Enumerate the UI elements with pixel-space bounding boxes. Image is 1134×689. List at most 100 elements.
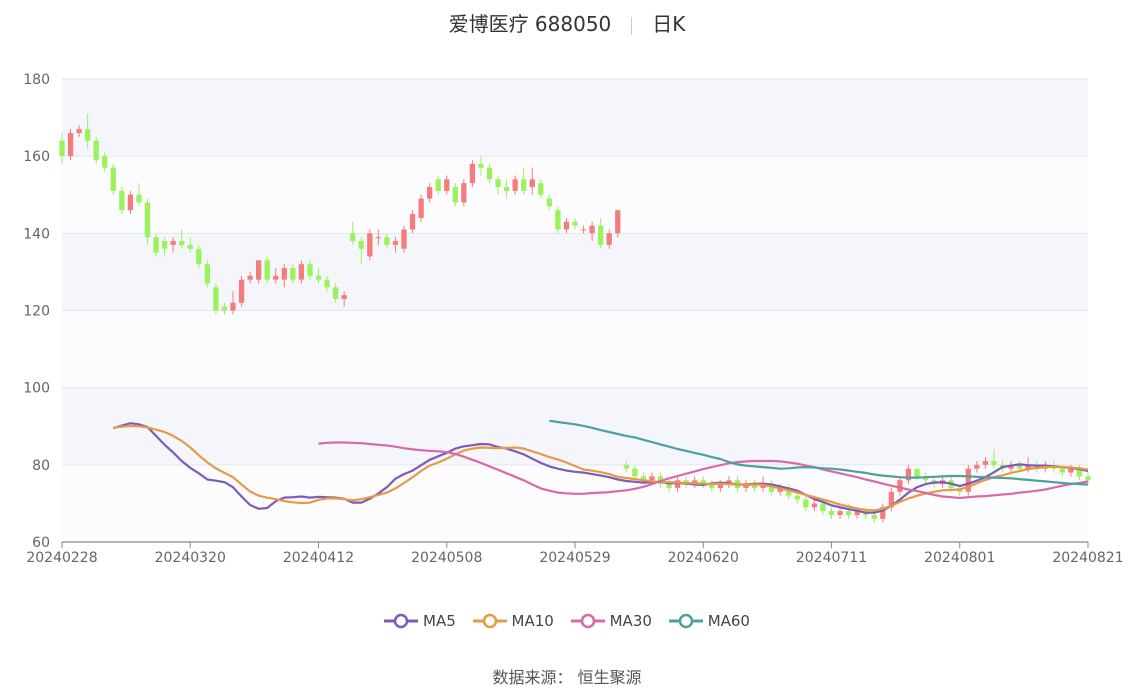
- candle-body: [751, 484, 758, 488]
- candle-body: [521, 179, 527, 191]
- candle-body: [888, 491, 895, 508]
- candle-body: [666, 484, 672, 488]
- legend-item-ma60[interactable]: MA60: [668, 612, 750, 630]
- candle-body: [469, 163, 476, 184]
- x-tick-label: 20240529: [539, 550, 610, 566]
- candle-body: [435, 179, 441, 191]
- candle-body: [478, 163, 484, 168]
- candle-body: [1008, 464, 1014, 469]
- candle-body: [255, 260, 262, 280]
- candle-body: [743, 484, 749, 488]
- candle-body: [786, 487, 792, 496]
- candle-body: [84, 129, 91, 141]
- candle-body: [358, 241, 364, 249]
- x-tick-label: 20240320: [155, 550, 226, 566]
- x-tick-label: 20240508: [411, 550, 482, 566]
- candle-body: [854, 511, 860, 515]
- candle-body: [332, 287, 339, 299]
- candle-body: [273, 275, 279, 280]
- candle-body: [59, 140, 65, 157]
- candle-body: [196, 248, 202, 265]
- candle-body: [452, 187, 458, 203]
- candle-body: [375, 237, 382, 239]
- candle-body: [350, 233, 356, 242]
- candle-body: [67, 133, 74, 157]
- candle-body: [264, 260, 270, 280]
- plot-band: [62, 79, 1088, 157]
- candle-body: [760, 484, 766, 488]
- candle-body: [615, 210, 621, 234]
- candle-body: [828, 511, 835, 515]
- candle-body: [572, 221, 578, 226]
- candle-body: [1085, 476, 1091, 481]
- x-tick-label: 20240801: [924, 550, 995, 566]
- candle-body: [409, 214, 416, 230]
- candle-body: [692, 480, 698, 485]
- candle-body: [461, 183, 467, 203]
- candle-body: [136, 194, 142, 203]
- candle-body: [161, 241, 168, 249]
- plot-band: [62, 387, 1088, 465]
- candle-body: [512, 179, 518, 191]
- legend-item-ma30[interactable]: MA30: [570, 612, 652, 630]
- chart-title: 爱博医疗 688050 日K: [0, 8, 1134, 38]
- candle-body: [444, 179, 450, 191]
- candle-body: [837, 511, 843, 515]
- candle-body: [179, 241, 185, 245]
- legend-item-ma5[interactable]: MA5: [384, 612, 456, 630]
- legend-dot: [580, 613, 595, 629]
- candle-body: [230, 302, 236, 311]
- legend-label: MA30: [609, 612, 652, 630]
- candle-body: [204, 264, 211, 284]
- candle-body: [965, 468, 971, 492]
- candle-body: [119, 190, 125, 211]
- legend-dot: [482, 613, 497, 629]
- candle-body: [144, 202, 151, 238]
- candle-body: [426, 187, 433, 199]
- candle-body: [880, 507, 886, 519]
- y-tick-label: 180: [23, 72, 50, 88]
- candle-body: [1016, 464, 1023, 469]
- candle-body: [623, 464, 629, 469]
- legend-marker-ma60: [668, 613, 703, 629]
- candle-body: [213, 287, 219, 311]
- candle-body: [768, 484, 775, 492]
- legend-label: MA10: [511, 612, 554, 630]
- candle-body: [127, 194, 134, 211]
- candle-body: [991, 460, 997, 465]
- candle-body: [803, 499, 809, 508]
- ma-line-ma5: [112, 422, 1089, 514]
- legend: MA5 MA10 MA30 MA60: [0, 612, 1134, 633]
- plot-band: [62, 310, 1088, 388]
- candle-body: [392, 241, 399, 245]
- candle-body: [367, 233, 373, 257]
- title-separator: [631, 16, 633, 35]
- candle-body: [153, 237, 159, 253]
- candle-body: [555, 210, 561, 230]
- candle-body: [418, 198, 424, 218]
- legend-marker-ma30: [570, 613, 605, 629]
- candle-body: [922, 476, 929, 481]
- candle-body: [632, 468, 638, 477]
- candle-body: [700, 480, 706, 485]
- ma-line-ma30: [318, 441, 1089, 500]
- candle-body: [871, 514, 877, 519]
- candle-body: [384, 237, 390, 245]
- y-tick-label: 120: [23, 304, 50, 320]
- y-tick-label: 60: [32, 535, 50, 551]
- candle-body: [401, 229, 407, 249]
- candle-body: [486, 167, 493, 180]
- x-tick-label: 20240620: [668, 550, 739, 566]
- candle-body: [674, 480, 681, 488]
- candle-body: [606, 233, 612, 245]
- candle-body: [1034, 464, 1040, 469]
- candle-body: [247, 275, 253, 280]
- candle-body: [281, 268, 287, 280]
- legend-dot: [393, 613, 409, 629]
- legend-item-ma10[interactable]: MA10: [472, 612, 554, 630]
- candle-body: [290, 268, 296, 280]
- candle-body: [1025, 464, 1031, 469]
- ma-line-ma60: [549, 419, 1089, 486]
- candle-body: [726, 480, 732, 485]
